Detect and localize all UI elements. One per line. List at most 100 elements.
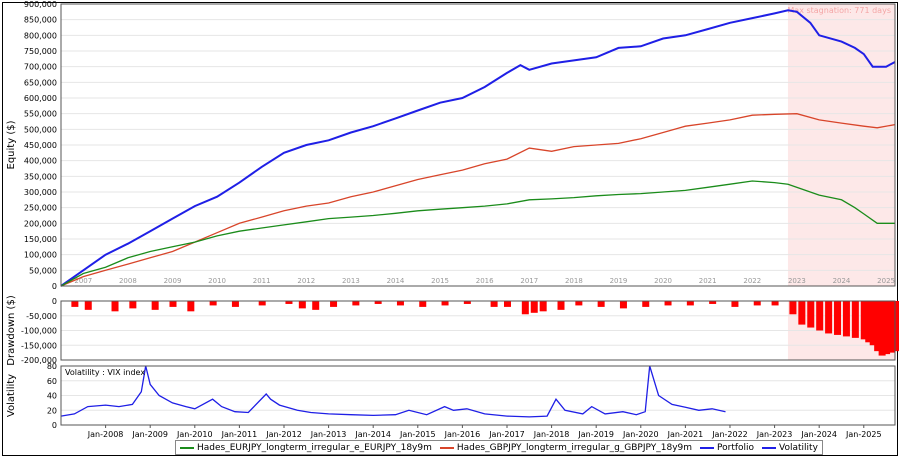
drawdown-bar (169, 301, 177, 307)
drawdown-bar (619, 301, 627, 309)
year-label: 2007 (74, 277, 92, 285)
drawdown-bar (825, 301, 833, 334)
legend-swatch (180, 446, 194, 449)
drawdown-bar (807, 301, 815, 328)
drawdown-bar (396, 301, 404, 306)
drawdown-bar (490, 301, 498, 307)
legend: Hades_EURJPY_longterm_irregular_e_EURJPY… (175, 440, 823, 455)
volatility-tick-label: 40 (47, 392, 57, 401)
date-tick-label: Jan-2024 (800, 430, 837, 439)
date-tick-label: Jan-2020 (622, 430, 659, 439)
drawdown-bar (887, 301, 895, 353)
date-tick-label: Jan-2018 (533, 430, 570, 439)
date-tick-label: Jan-2010 (176, 430, 213, 439)
date-tick-label: Jan-2011 (221, 430, 258, 439)
drawdown-bar (642, 301, 650, 307)
year-label: 2009 (164, 277, 182, 285)
year-label: 2013 (342, 277, 360, 285)
equity-tick-label: 50,000 (29, 266, 57, 275)
drawdown-bar (330, 301, 338, 307)
drawdown-bar (521, 301, 529, 315)
drawdown-bar (352, 301, 360, 306)
drawdown-bar (258, 301, 266, 306)
volatility-line (60, 365, 726, 418)
drawdown-bar (869, 301, 877, 346)
equity-tick-label: 750,000 (24, 47, 57, 56)
drawdown-bar (874, 301, 882, 352)
series-line-portfolio (60, 9, 896, 287)
equity-tick-label: 400,000 (24, 157, 57, 166)
year-label: 2024 (833, 277, 851, 285)
drawdown-bar (374, 301, 382, 304)
volatility-title: Volatility : VIX index (65, 368, 145, 377)
date-tick-label: Jan-2013 (310, 430, 347, 439)
volatility-axis-label: Volatility (6, 374, 17, 417)
drawdown-bar (441, 301, 449, 306)
year-label: 2014 (387, 277, 405, 285)
volatility-tick-label: 0 (52, 421, 57, 430)
drawdown-bar (539, 301, 547, 312)
equity-tick-label: 350,000 (24, 172, 57, 181)
year-label: 2018 (565, 277, 583, 285)
date-tick-label: Jan-2009 (131, 430, 168, 439)
drawdown-tick-label: -50,000 (26, 312, 57, 321)
equity-tick-label: 100,000 (24, 251, 57, 260)
drawdown-bar (860, 301, 868, 340)
drawdown-bar (816, 301, 824, 331)
year-label: 2023 (788, 277, 806, 285)
drawdown-tick-label: -150,000 (21, 341, 57, 350)
series-line-gbpjpy (60, 113, 896, 287)
equity-tick-label: 650,000 (24, 78, 57, 87)
year-label: 2020 (654, 277, 672, 285)
drawdown-bar (463, 301, 471, 304)
drawdown-bar (842, 301, 850, 337)
year-label: 2015 (431, 277, 449, 285)
drawdown-bar (664, 301, 672, 306)
date-tick-label: Jan-2025 (845, 430, 882, 439)
drawdown-bar (865, 301, 873, 343)
drawdown-bar (312, 301, 320, 310)
date-tick-label: Jan-2012 (265, 430, 302, 439)
equity-tick-label: 250,000 (24, 204, 57, 213)
series-line-eurjpy (60, 180, 895, 287)
legend-item: Hades_GBPJPY_longterm_irregular_g_GBPJPY… (439, 442, 693, 453)
drawdown-bar (709, 301, 717, 304)
date-tick-label: Jan-2022 (711, 430, 748, 439)
drawdown-bar (151, 301, 159, 310)
equity-tick-label: 500,000 (24, 125, 57, 134)
drawdown-bar (753, 301, 761, 306)
legend-label: Hades_GBPJPY_longterm_irregular_g_GBPJPY… (456, 442, 693, 453)
equity-tick-label: 800,000 (24, 31, 57, 40)
equity-tick-label: 450,000 (24, 141, 57, 150)
drawdown-panel: 0 -50,000 -100,000 -150,000 -200,000 Drawdow… (6, 295, 899, 366)
date-tick-label: Jan-2008 (87, 430, 124, 439)
year-label: 2025 (877, 277, 895, 285)
drawdown-bar (231, 301, 239, 307)
drawdown-tick-label: -100,000 (21, 327, 57, 336)
year-label: 2017 (520, 277, 538, 285)
drawdown-bar (419, 301, 427, 307)
drawdown-bar (834, 301, 842, 335)
drawdown-bar (209, 301, 217, 306)
drawdown-bar (129, 301, 137, 309)
drawdown-bar (789, 301, 797, 315)
drawdown-bar (285, 301, 293, 304)
volatility-tick-label: 80 (47, 362, 57, 371)
legend-label: Portfolio (717, 442, 755, 453)
equity-tick-label: 300,000 (24, 188, 57, 197)
drawdown-bar (187, 301, 195, 312)
legend-label: Volatility (779, 442, 818, 453)
year-label: 2010 (208, 277, 226, 285)
equity-panel: Max stagnation: 771 days 2007 2008 2009 201… (6, 0, 896, 291)
equity-plot-area (60, 3, 896, 287)
equity-tick-label: 0 (52, 282, 57, 291)
legend-label: Hades_EURJPY_longterm_irregular_e_EURJPY… (197, 442, 432, 453)
drawdown-bar (798, 301, 806, 325)
drawdown-bar (883, 301, 891, 355)
drawdown-bar (771, 301, 779, 306)
drawdown-bar (878, 301, 886, 356)
date-tick-label: Jan-2015 (399, 430, 436, 439)
drawdown-bar (575, 301, 583, 306)
stagnation-label: Max stagnation: 771 days (787, 6, 891, 15)
